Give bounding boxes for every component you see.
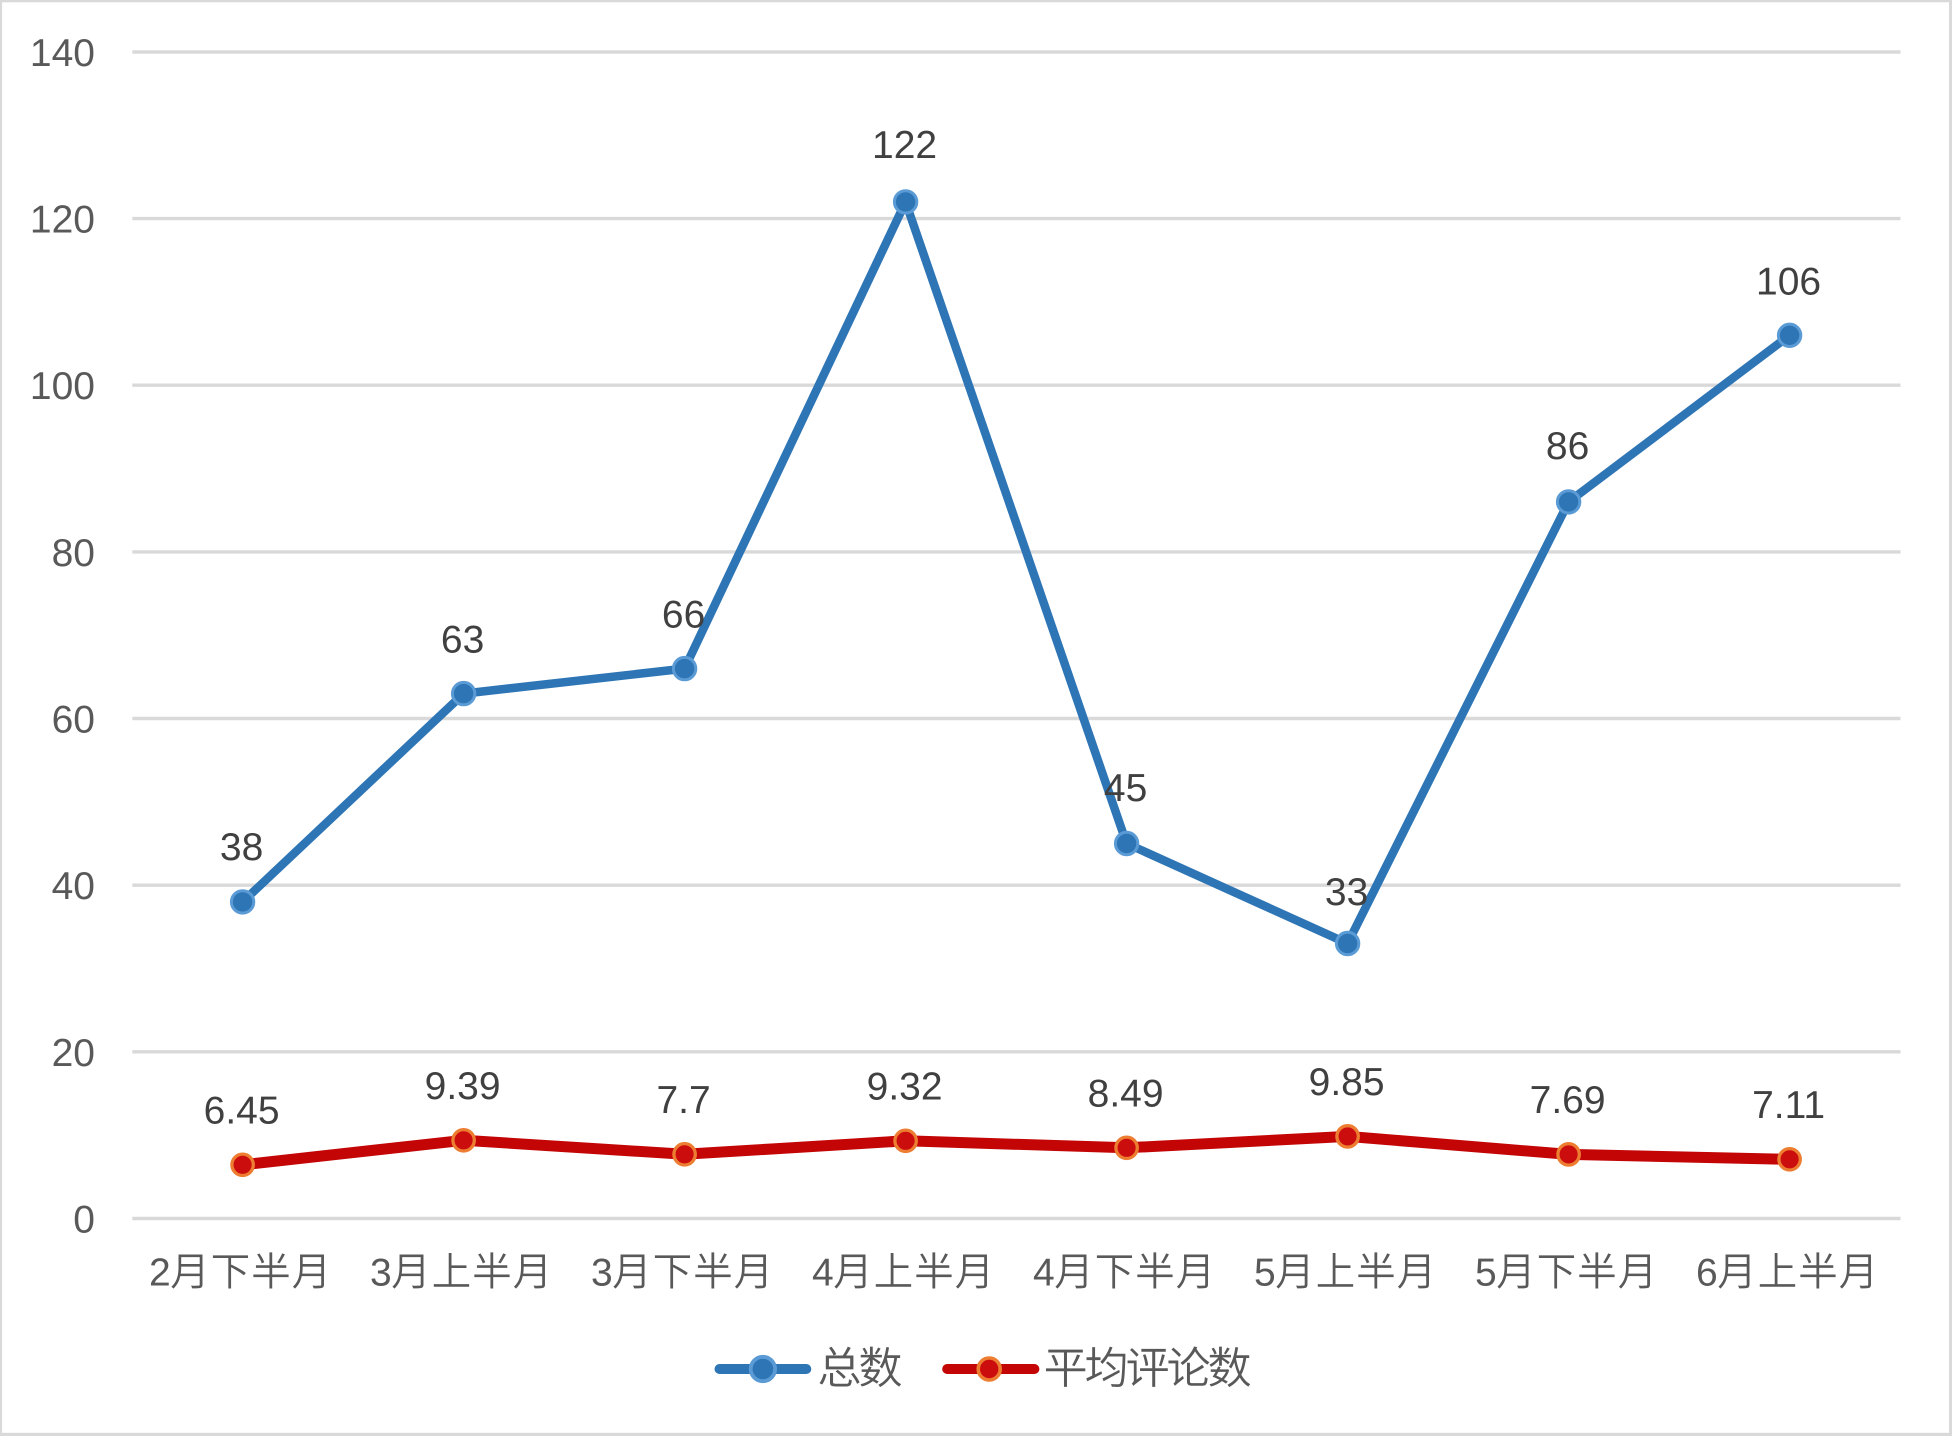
svg-text:5: 5 xyxy=(1254,1252,1276,1295)
svg-text:66: 66 xyxy=(662,594,705,637)
svg-text:6: 6 xyxy=(1696,1252,1718,1295)
svg-text:9.32: 9.32 xyxy=(867,1065,943,1108)
svg-text:9.39: 9.39 xyxy=(425,1065,501,1108)
svg-text:20: 20 xyxy=(52,1032,95,1075)
svg-text:7.11: 7.11 xyxy=(1752,1084,1825,1127)
svg-text:45: 45 xyxy=(1104,767,1147,810)
svg-text:7.7: 7.7 xyxy=(656,1079,710,1122)
svg-text:100: 100 xyxy=(30,365,95,408)
svg-text:2: 2 xyxy=(149,1252,171,1295)
svg-text:3: 3 xyxy=(370,1252,392,1295)
svg-text:0: 0 xyxy=(73,1198,95,1241)
svg-text:140: 140 xyxy=(30,32,95,75)
svg-text:80: 80 xyxy=(52,532,95,575)
svg-text:4: 4 xyxy=(812,1252,834,1295)
svg-text:6.45: 6.45 xyxy=(204,1089,280,1132)
svg-text:8.49: 8.49 xyxy=(1088,1072,1164,1115)
svg-text:106: 106 xyxy=(1756,261,1821,304)
svg-text:38: 38 xyxy=(220,826,263,869)
svg-text:86: 86 xyxy=(1546,425,1589,468)
svg-text:40: 40 xyxy=(52,865,95,908)
svg-text:120: 120 xyxy=(30,199,95,242)
svg-text:5: 5 xyxy=(1475,1252,1497,1295)
svg-text:122: 122 xyxy=(872,124,937,167)
svg-text:3: 3 xyxy=(591,1252,613,1295)
svg-text:4: 4 xyxy=(1033,1252,1055,1295)
svg-text:63: 63 xyxy=(441,618,484,661)
svg-text:9.85: 9.85 xyxy=(1309,1061,1385,1104)
svg-text:7.69: 7.69 xyxy=(1530,1079,1606,1122)
svg-text:60: 60 xyxy=(52,698,95,741)
svg-text:33: 33 xyxy=(1325,871,1368,914)
